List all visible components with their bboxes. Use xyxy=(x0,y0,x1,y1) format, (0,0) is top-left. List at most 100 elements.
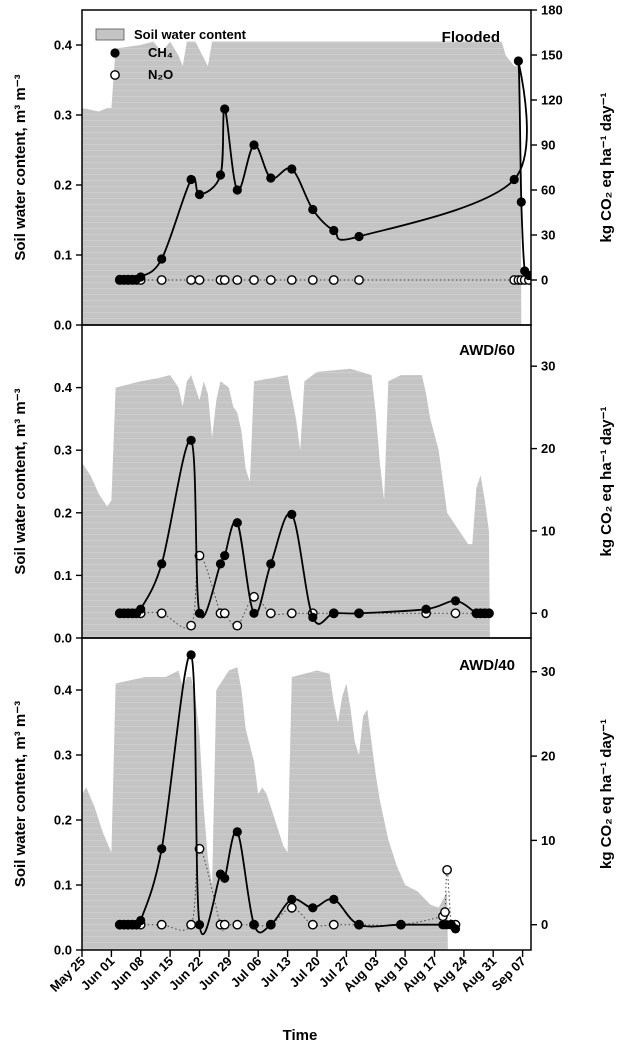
x-axis-title: Time xyxy=(283,1027,318,1044)
soil-water-fill xyxy=(82,667,448,950)
y-left-tick-label: 0.2 xyxy=(54,505,72,520)
ch4-point xyxy=(266,173,276,183)
y-right-tick-label: 90 xyxy=(541,138,555,153)
y-left-ticks: 0.0 0.1 0.2 0.3 0.4 xyxy=(54,38,82,333)
y-left-tick-label: 0.4 xyxy=(54,38,73,53)
soil-water-fill xyxy=(82,41,522,325)
ch4-point xyxy=(186,650,196,660)
y-right-tick-label: 180 xyxy=(541,3,563,18)
ch4-point xyxy=(484,608,494,618)
ch4-point xyxy=(287,509,297,519)
y-right-tick-label: 30 xyxy=(541,359,555,374)
ch4-point xyxy=(232,518,242,528)
x-tick-label: Jul 13 xyxy=(257,954,294,991)
n2o-point xyxy=(328,275,339,285)
y-left-tick-label: 0.3 xyxy=(54,748,72,763)
y-left-tick-label: 0.3 xyxy=(54,443,72,458)
ch4-point xyxy=(194,608,205,618)
soil-water-area xyxy=(82,41,522,325)
n2o-point xyxy=(440,907,450,917)
y-left-tick-label: 0.1 xyxy=(54,878,72,893)
n2o-point xyxy=(328,919,339,930)
ch4-point xyxy=(287,164,297,174)
legend-ch4-label: CH₄ xyxy=(148,45,173,60)
legend-ch4-marker xyxy=(110,48,120,58)
y-right-tick-label: 0 xyxy=(541,273,548,288)
ch4-series xyxy=(115,650,461,936)
legend-n2o-marker xyxy=(110,70,120,80)
n2o-point xyxy=(249,275,259,285)
soil-water-fill xyxy=(82,368,490,638)
soil-water-area xyxy=(82,368,490,638)
y-right-axis-title: kg CO₂ eq ha⁻¹ day⁻¹ xyxy=(598,406,615,556)
ch4-point xyxy=(308,903,318,913)
ch4-point xyxy=(396,920,406,930)
y-left-axis-title: Soil water content, m³ m⁻³ xyxy=(12,74,29,260)
n2o-point xyxy=(194,275,205,285)
ch4-point xyxy=(329,225,339,236)
n2o-point xyxy=(442,865,452,875)
y-left-tick-label: 0.4 xyxy=(54,380,73,395)
ch4-point xyxy=(266,920,276,930)
ch4-point xyxy=(354,231,364,242)
soil-water-area xyxy=(82,667,448,950)
legend: Soil water content CH₄ N₂O xyxy=(95,27,247,82)
ch4-point xyxy=(450,924,461,934)
ch4-point xyxy=(136,272,146,282)
y-right-tick-label: 20 xyxy=(541,441,555,456)
y-right-tick-label: 0 xyxy=(541,606,548,621)
ch4-point xyxy=(354,920,364,930)
ch4-series xyxy=(115,435,494,625)
n2o-point xyxy=(186,620,197,631)
y-left-axis-title: Soil water content, m³ m⁻³ xyxy=(12,388,29,574)
ch4-point xyxy=(186,174,196,185)
legend-soil-water-swatch xyxy=(95,28,125,41)
n2o-point xyxy=(307,275,318,285)
y-right-tick-label: 120 xyxy=(541,93,563,108)
ch4-point xyxy=(513,56,524,66)
y-right-axis-title: kg CO₂ eq ha⁻¹ day⁻¹ xyxy=(598,92,615,242)
ch4-point xyxy=(524,270,531,281)
x-tick-label: Jun 29 xyxy=(195,954,235,994)
n2o-point xyxy=(265,275,276,285)
x-tick-label: Jul 06 xyxy=(228,954,265,991)
n2o-point xyxy=(286,275,297,285)
n2o-point xyxy=(156,919,167,930)
y-right-tick-label: 20 xyxy=(541,749,555,764)
y-left-axis-title: Soil water content, m³ m⁻³ xyxy=(12,701,29,887)
n2o-point xyxy=(219,275,230,285)
ch4-point xyxy=(232,185,242,195)
n2o-point xyxy=(232,275,243,285)
y-right-ticks: 0 30 60 90 120 150 180 xyxy=(531,3,563,288)
ch4-point xyxy=(308,612,318,623)
ch4-point xyxy=(186,435,196,445)
ch4-point xyxy=(194,920,205,930)
x-tick-label: Jul 20 xyxy=(286,954,323,991)
ch4-point xyxy=(157,559,167,569)
n2o-point xyxy=(265,608,276,619)
n2o-point xyxy=(354,275,364,285)
y-right-tick-label: 30 xyxy=(541,228,555,243)
y-left-tick-label: 0.4 xyxy=(54,683,73,698)
ch4-point xyxy=(516,197,526,207)
n2o-point xyxy=(219,919,230,930)
ch4-point xyxy=(136,604,146,614)
ch4-point xyxy=(157,254,167,264)
ch4-point xyxy=(215,170,226,180)
y-right-ticks: 0 10 20 30 xyxy=(531,359,555,621)
ch4-point xyxy=(194,189,205,200)
axis-titles: Soil water content, m³ m⁻³ kg CO₂ eq ha⁻¹… xyxy=(12,74,615,887)
ch4-point xyxy=(354,608,364,618)
panel-awd60: 0.0 0.1 0.2 0.3 0.4 0 10 20 30 AWD/60 xyxy=(54,324,555,646)
ch4-point xyxy=(266,559,276,569)
ch4-point xyxy=(509,174,519,185)
n2o-point xyxy=(156,275,167,285)
ch4-point xyxy=(157,844,167,854)
x-tick-label: May 25 xyxy=(47,954,88,995)
legend-n2o-label: N₂O xyxy=(148,67,173,82)
y-right-tick-label: 60 xyxy=(541,183,555,198)
ch4-point xyxy=(249,608,259,618)
y-left-tick-label: 0.1 xyxy=(54,248,72,263)
y-right-ticks: 0 10 20 30 xyxy=(531,664,555,932)
ch4-point xyxy=(136,915,146,926)
